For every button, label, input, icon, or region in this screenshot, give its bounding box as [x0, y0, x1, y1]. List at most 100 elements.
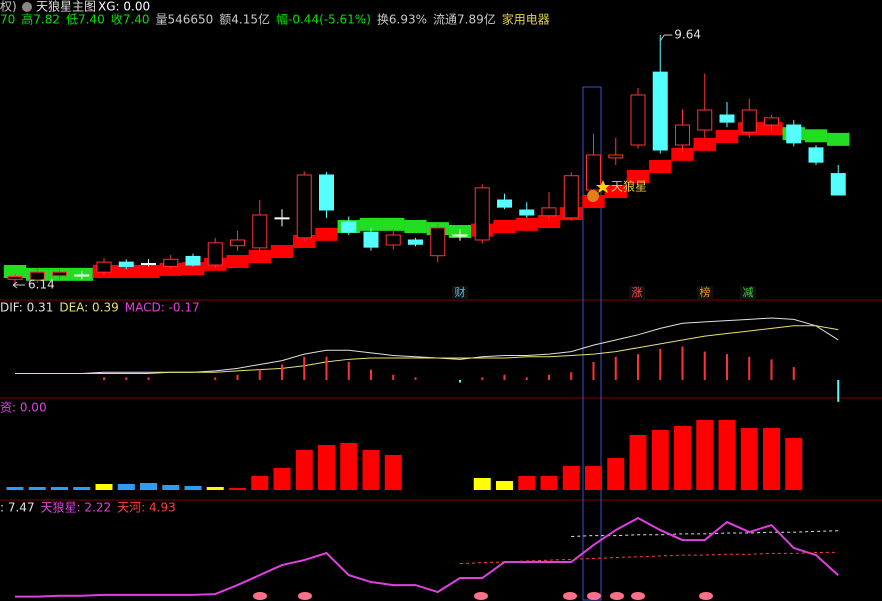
bar: [340, 443, 358, 490]
candle-body: [363, 231, 379, 248]
candle-body: [118, 261, 134, 267]
signal-diamond: [699, 592, 713, 600]
event-box: [452, 286, 468, 300]
macd-bar: [481, 377, 484, 380]
macd-bar: [637, 354, 639, 380]
signal-label: 天狼星: [611, 179, 647, 194]
macd-bar: [525, 377, 528, 380]
series-line: [15, 317, 839, 374]
legend-entry: 天狼星: 2.22: [41, 500, 112, 515]
candle-body: [519, 209, 535, 216]
signal-band: [3, 265, 27, 278]
bar: [629, 435, 647, 490]
macd-bar: [570, 372, 573, 380]
series-line: [15, 325, 839, 374]
series-line: [571, 530, 839, 537]
macd-bar: [281, 364, 283, 380]
legend-entry: 天河: 4.93: [117, 501, 176, 515]
candle-body: [252, 214, 268, 249]
title-icon: [22, 2, 32, 12]
macd-bar: [592, 361, 595, 380]
macd-bar: [258, 369, 261, 380]
candle-body: [786, 124, 802, 144]
signal-band: [515, 217, 538, 231]
legend-entry: DIF: 0.31: [0, 301, 53, 315]
signal-diamond: [631, 592, 645, 600]
legend-entry: : 7.47: [0, 501, 35, 515]
candle-body: [563, 175, 579, 219]
bar: [51, 487, 68, 490]
signal-diamond: [610, 592, 624, 600]
candle-body: [385, 234, 401, 246]
info-item: 收7.40: [111, 13, 150, 27]
macd-bar: [325, 356, 328, 380]
signal-diamond: [587, 592, 601, 600]
event-label: 减: [743, 286, 754, 299]
candle-body: [296, 174, 312, 239]
bar: [28, 487, 46, 490]
bar: [95, 484, 113, 490]
signal-band: [137, 265, 160, 278]
macd-bar: [392, 374, 395, 380]
candle-body: [408, 239, 423, 245]
bar: [229, 488, 246, 490]
candle-body: [741, 109, 757, 133]
macd-bar: [303, 356, 306, 380]
macd-bar: [125, 377, 128, 380]
signal-icon: [587, 190, 599, 202]
candle-body: [29, 271, 45, 281]
candle-body: [430, 227, 446, 257]
bar: [318, 445, 335, 490]
signal-band: [827, 132, 850, 146]
signal-diamond: [474, 592, 488, 600]
bar: [740, 428, 758, 490]
candle-body: [274, 217, 290, 220]
series-line: [15, 516, 839, 598]
candle-body: [185, 255, 201, 266]
info-item: 量546650: [155, 13, 213, 27]
bar: [362, 450, 380, 490]
candle-body: [74, 274, 90, 277]
signal-star: [596, 180, 610, 193]
info-item: 家用电器: [502, 12, 550, 27]
candle-body: [230, 239, 245, 247]
bar: [473, 478, 491, 490]
macd-bar: [726, 354, 728, 380]
info-item: 低7.40: [66, 13, 105, 27]
bar: [117, 484, 135, 490]
candle-body: [764, 117, 779, 126]
macd-bar: [614, 356, 617, 380]
candle-body: [7, 275, 23, 280]
bar: [206, 487, 224, 490]
info-item: 换6.93%: [377, 13, 427, 27]
candle-body: [608, 154, 624, 159]
macd-bar: [347, 361, 350, 380]
signal-band: [382, 217, 405, 231]
event-label: 榜: [700, 285, 711, 299]
overlay: 天狼星: [253, 179, 713, 600]
info-item: 70: [0, 13, 15, 27]
bar: [785, 438, 803, 490]
candle-body: [497, 199, 512, 208]
candle-body: [675, 124, 690, 146]
bar: [496, 481, 513, 490]
signal-band: [226, 255, 249, 268]
bar: [562, 466, 580, 490]
candle-body: [341, 221, 357, 233]
bar: [651, 430, 669, 490]
bar: [585, 466, 602, 490]
signal-band: [804, 129, 828, 143]
candle-body: [452, 234, 468, 237]
signal-band: [359, 217, 383, 231]
min-price-label: 6.14: [28, 278, 55, 292]
macd-bar: [837, 379, 840, 402]
indicator: XG: 0.00: [98, 0, 150, 14]
signal-band: [626, 170, 650, 183]
macd-bar: [548, 374, 550, 380]
bar: [518, 476, 536, 490]
bar: [718, 420, 736, 490]
bar: [273, 468, 291, 490]
info-item: 幅-0.44(-5.61%): [276, 12, 371, 27]
